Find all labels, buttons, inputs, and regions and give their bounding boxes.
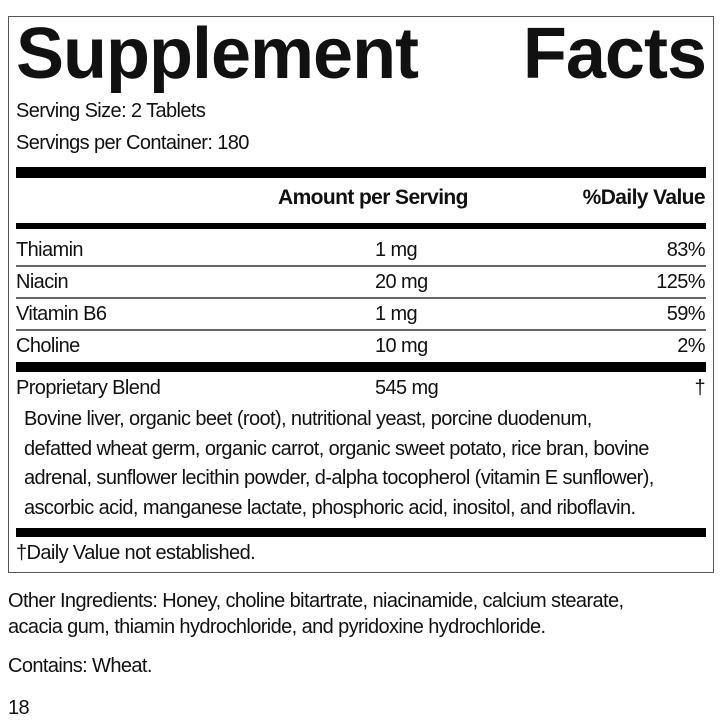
nutrient-name: Niacin <box>16 271 69 293</box>
other-ingredients-line: acacia gum, thiamin hydrochloride, and p… <box>8 616 546 638</box>
title-word: Supplement <box>16 14 419 94</box>
page-number: 18 <box>8 697 30 719</box>
nutrient-daily-value: 125% <box>656 271 705 293</box>
other-ingredients-line: Other Ingredients: Honey, choline bitart… <box>8 590 624 612</box>
blend-ingredients-line: ascorbic acid, manganese lactate, phosph… <box>24 497 636 519</box>
divider <box>16 362 706 372</box>
row-divider <box>16 329 706 331</box>
nutrient-name: Vitamin B6 <box>16 303 107 325</box>
blend-daily-value: † <box>694 377 705 399</box>
divider <box>16 528 706 537</box>
supplement-facts-panel <box>8 16 714 573</box>
nutrient-daily-value: 2% <box>677 335 705 357</box>
contains-statement: Contains: Wheat. <box>8 655 152 677</box>
nutrient-daily-value: 83% <box>666 239 706 261</box>
nutrient-amount: 20 mg <box>375 271 428 293</box>
blend-ingredients-line: adrenal, sunflower lecithin powder, d-al… <box>24 467 654 489</box>
blend-ingredients-line: defatted wheat germ, organic carrot, org… <box>24 438 649 460</box>
header-amount: Amount per Serving <box>278 186 468 209</box>
nutrient-amount: 10 mg <box>375 335 428 357</box>
blend-ingredients-line: Bovine liver, organic beet (root), nutri… <box>24 408 592 430</box>
divider <box>16 223 706 229</box>
blend-name: Proprietary Blend <box>16 377 161 399</box>
header-daily-value: %Daily Value <box>582 186 706 209</box>
divider <box>16 167 706 178</box>
title-word: Facts <box>522 14 707 94</box>
row-divider <box>16 297 706 299</box>
panel-title: Supplement Facts <box>16 14 707 94</box>
blend-amount: 545 mg <box>375 377 439 399</box>
nutrient-amount: 1 mg <box>375 239 418 261</box>
servings-per-container: Servings per Container: 180 <box>16 132 249 154</box>
serving-size: Serving Size: 2 Tablets <box>16 100 206 122</box>
nutrient-daily-value: 59% <box>666 303 706 325</box>
nutrient-amount: 1 mg <box>375 303 418 325</box>
nutrient-name: Choline <box>16 335 80 357</box>
nutrient-name: Thiamin <box>16 239 84 261</box>
row-divider <box>16 265 706 267</box>
footnote: †Daily Value not established. <box>16 542 256 564</box>
